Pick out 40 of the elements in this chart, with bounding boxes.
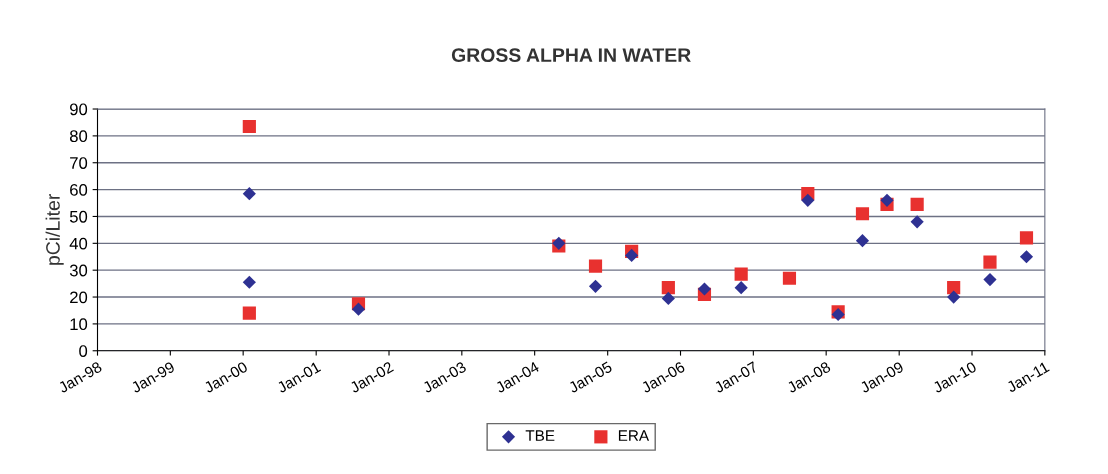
y-tick-label: 80	[69, 130, 88, 143]
y-tick-label: 90	[70, 103, 88, 116]
point	[947, 290, 961, 304]
chart-title: GROSS ALPHA IN WATER	[451, 48, 691, 62]
y-tick-label: 70	[70, 157, 88, 169]
point	[910, 197, 924, 211]
y-tick-label: 0	[79, 345, 88, 357]
point	[947, 281, 961, 295]
point	[983, 255, 997, 269]
point	[880, 193, 894, 207]
point	[661, 291, 675, 305]
point	[625, 248, 639, 262]
point	[242, 119, 256, 134]
legend-label: ERA	[618, 430, 650, 441]
y-tick-label: 30	[69, 264, 88, 277]
point	[242, 187, 256, 201]
point	[734, 267, 748, 281]
point	[855, 234, 870, 248]
y-tick-label: 60	[70, 184, 88, 196]
y-tick-label: 20	[70, 291, 88, 304]
point	[697, 282, 712, 296]
point	[1019, 231, 1034, 245]
point	[242, 275, 256, 289]
y-tick-label: 10	[70, 318, 88, 331]
y-tick-label: 50	[69, 210, 88, 223]
point	[983, 272, 997, 287]
point	[855, 207, 870, 221]
point	[242, 306, 256, 320]
point	[351, 302, 366, 316]
y-tick-label: 40	[69, 237, 88, 250]
point	[661, 281, 675, 295]
point	[782, 271, 797, 285]
point	[588, 259, 603, 273]
point	[801, 193, 815, 207]
point	[588, 279, 603, 293]
legend-label: TBE	[525, 430, 555, 441]
point	[910, 215, 924, 229]
point	[1019, 250, 1034, 264]
y-axis-title: pCi/Liter	[45, 194, 64, 265]
point	[734, 281, 748, 295]
